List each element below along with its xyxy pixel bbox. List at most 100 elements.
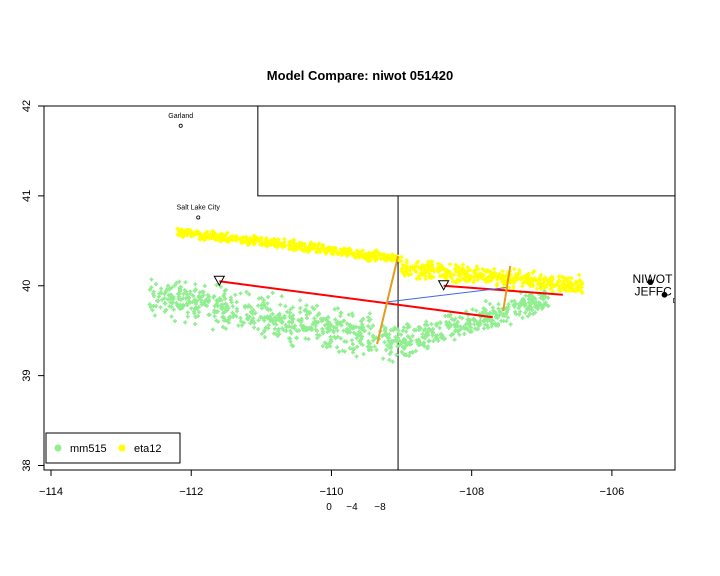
triangle-marker: [213, 275, 226, 287]
data-point: [498, 310, 503, 315]
data-point: [278, 302, 283, 307]
data-point: [309, 242, 314, 247]
data-point: [207, 312, 212, 317]
data-point: [189, 234, 194, 239]
data-point: [554, 282, 559, 287]
data-point: [471, 318, 476, 323]
data-point: [189, 306, 194, 311]
data-point: [404, 258, 409, 263]
data-point: [283, 322, 288, 327]
track-line: [502, 265, 512, 312]
data-point: [538, 275, 543, 280]
data-point: [256, 303, 261, 308]
data-point: [431, 275, 436, 280]
data-point: [342, 349, 347, 354]
data-point: [224, 308, 229, 313]
data-point: [196, 305, 201, 310]
y-tick-label: 41: [21, 190, 33, 202]
data-point: [283, 304, 288, 309]
y-tick-label: 42: [21, 100, 33, 112]
data-point: [489, 324, 494, 329]
data-point: [193, 282, 198, 287]
data-point: [528, 302, 533, 307]
data-point: [325, 330, 330, 335]
data-point: [399, 349, 404, 354]
data-point: [409, 272, 414, 277]
data-point: [335, 345, 340, 350]
data-point: [310, 322, 315, 327]
data-point: [460, 276, 465, 281]
data-point: [222, 318, 227, 323]
data-point: [465, 265, 470, 270]
data-point: [445, 323, 450, 328]
state-boundary: [44, 106, 675, 197]
data-point: [316, 247, 321, 252]
data-point: [366, 348, 371, 353]
data-point: [457, 332, 462, 337]
data-point: [328, 334, 333, 339]
data-point: [218, 234, 223, 239]
data-point: [187, 295, 192, 300]
data-point: [335, 251, 340, 256]
data-point: [452, 337, 457, 342]
data-point: [346, 312, 351, 317]
data-point: [520, 315, 525, 320]
data-point: [212, 314, 217, 319]
data-point: [225, 230, 230, 235]
data-point: [492, 266, 497, 271]
city-marker: [661, 291, 668, 298]
data-point: [367, 318, 372, 323]
data-point: [271, 321, 276, 326]
data-point: [322, 323, 327, 328]
data-point: [513, 272, 518, 277]
data-point: [223, 296, 228, 301]
data-point: [324, 345, 329, 350]
data-point: [480, 276, 485, 281]
data-point: [345, 321, 350, 326]
data-point: [392, 325, 397, 330]
data-point: [416, 324, 421, 329]
data-point: [482, 278, 487, 283]
data-point: [452, 267, 457, 272]
data-point: [519, 301, 524, 306]
data-point: [495, 315, 500, 320]
data-point: [577, 278, 582, 283]
data-point: [314, 303, 319, 308]
data-point: [366, 324, 371, 329]
city-marker: [681, 308, 684, 311]
data-point: [412, 265, 417, 270]
data-point: [300, 241, 305, 246]
data-point: [360, 334, 365, 339]
data-point: [241, 240, 246, 245]
data-point: [177, 279, 182, 284]
data-point: [290, 313, 295, 318]
data-point: [215, 304, 220, 309]
data-point: [442, 275, 447, 280]
data-point: [481, 326, 486, 331]
data-point: [243, 236, 248, 241]
data-point: [451, 279, 456, 284]
data-point: [546, 304, 551, 309]
data-point: [485, 325, 490, 330]
data-point: [196, 310, 201, 315]
data-point: [313, 320, 318, 325]
data-point: [287, 240, 292, 245]
data-point: [360, 248, 365, 253]
data-point: [452, 272, 457, 277]
data-point: [184, 289, 189, 294]
data-point: [335, 328, 340, 333]
data-point: [460, 316, 465, 321]
data-point: [215, 309, 220, 314]
data-point: [330, 252, 335, 257]
data-point: [338, 310, 343, 315]
data-point: [222, 289, 227, 294]
data-point: [172, 319, 177, 324]
data-point: [305, 326, 310, 331]
data-point: [462, 332, 467, 337]
data-point: [439, 332, 444, 337]
data-point: [290, 242, 295, 247]
data-point: [493, 271, 498, 276]
data-point: [434, 322, 439, 327]
data-point: [384, 347, 389, 352]
data-point: [557, 286, 562, 291]
